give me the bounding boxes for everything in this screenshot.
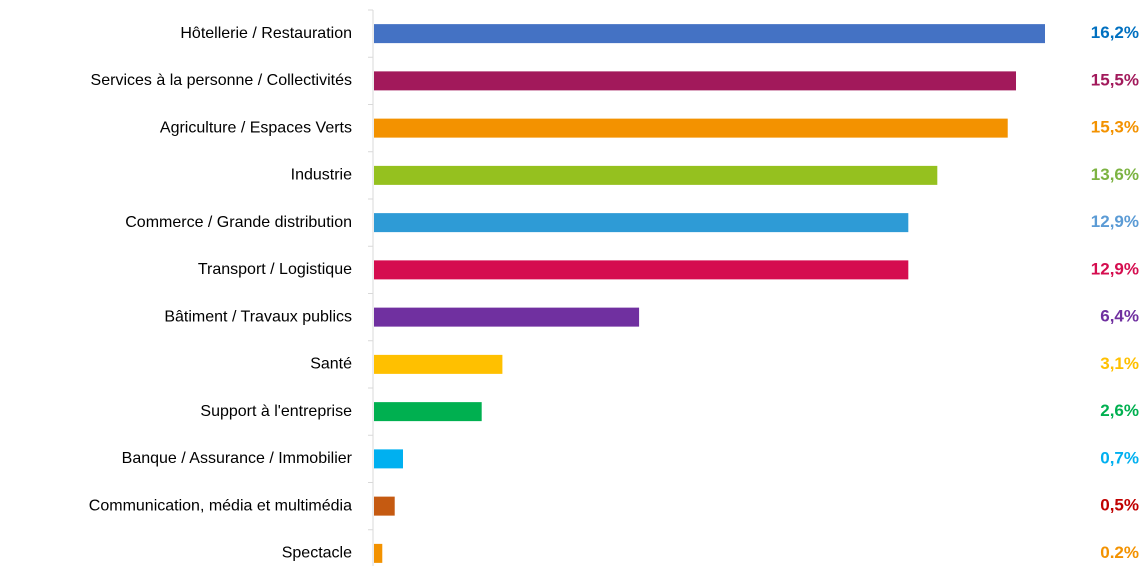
value-label: 3,1%	[1100, 354, 1139, 373]
category-label: Commerce / Grande distribution	[125, 214, 352, 231]
value-label: 16,2%	[1091, 23, 1139, 42]
category-label: Spectacle	[282, 545, 352, 562]
category-label: Support à l'entreprise	[200, 403, 352, 420]
category-label: Services à la personne / Collectivités	[91, 72, 352, 89]
category-label: Banque / Assurance / Immobilier	[122, 450, 353, 467]
bar	[374, 165, 938, 185]
category-label: Hôtellerie / Restauration	[180, 25, 352, 42]
bar	[374, 496, 395, 516]
category-label: Bâtiment / Travaux publics	[164, 308, 352, 325]
bar	[374, 213, 909, 233]
value-label: 12,9%	[1091, 259, 1139, 278]
bar	[374, 71, 1017, 91]
value-label: 0,5%	[1100, 496, 1139, 515]
category-label: Transport / Logistique	[198, 261, 352, 278]
bar	[374, 354, 503, 374]
category-label: Communication, média et multimédia	[89, 497, 352, 514]
bar	[374, 449, 403, 469]
value-label: 15,3%	[1091, 118, 1139, 137]
value-label: 0.2%	[1100, 543, 1139, 562]
bar	[374, 307, 640, 327]
bar	[374, 543, 383, 563]
value-label: 2,6%	[1100, 401, 1139, 420]
bar	[374, 24, 1045, 44]
value-label: 13,6%	[1091, 165, 1139, 184]
bar	[374, 260, 909, 280]
category-label: Agriculture / Espaces Verts	[160, 119, 352, 136]
category-label: Industrie	[291, 167, 352, 184]
value-label: 12,9%	[1091, 212, 1139, 231]
category-label: Santé	[310, 356, 352, 373]
value-label: 0,7%	[1100, 448, 1139, 467]
value-label: 15,5%	[1091, 70, 1139, 89]
bar	[374, 118, 1008, 138]
bar	[374, 402, 482, 422]
value-label: 6,4%	[1100, 307, 1139, 326]
